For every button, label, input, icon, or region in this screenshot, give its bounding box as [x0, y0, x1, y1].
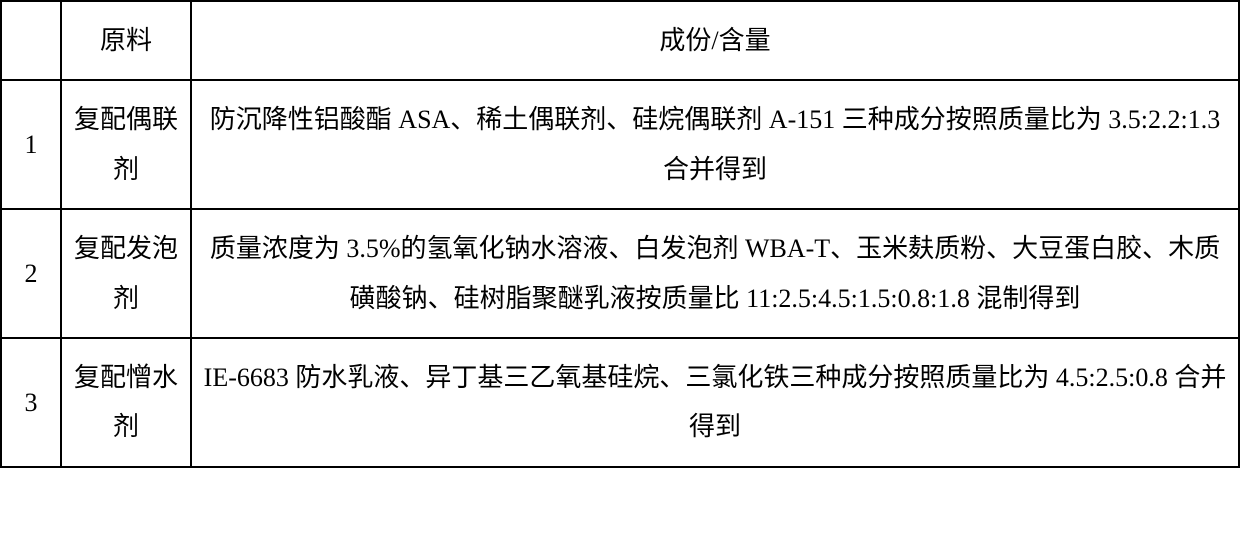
header-num: [1, 1, 61, 80]
header-material: 原料: [61, 1, 191, 80]
cell-content: 防沉降性铝酸酯 ASA、稀土偶联剂、硅烷偶联剂 A-151 三种成分按照质量比为…: [191, 80, 1239, 209]
cell-num: 1: [1, 80, 61, 209]
header-content: 成份/含量: [191, 1, 1239, 80]
cell-material: 复配憎水剂: [61, 338, 191, 467]
table-row: 1 复配偶联剂 防沉降性铝酸酯 ASA、稀土偶联剂、硅烷偶联剂 A-151 三种…: [1, 80, 1239, 209]
materials-table: 原料 成份/含量 1 复配偶联剂 防沉降性铝酸酯 ASA、稀土偶联剂、硅烷偶联剂…: [0, 0, 1240, 468]
table-row: 3 复配憎水剂 IE-6683 防水乳液、异丁基三乙氧基硅烷、三氯化铁三种成分按…: [1, 338, 1239, 467]
table-row: 2 复配发泡剂 质量浓度为 3.5%的氢氧化钠水溶液、白发泡剂 WBA-T、玉米…: [1, 209, 1239, 338]
cell-content: IE-6683 防水乳液、异丁基三乙氧基硅烷、三氯化铁三种成分按照质量比为 4.…: [191, 338, 1239, 467]
table-header-row: 原料 成份/含量: [1, 1, 1239, 80]
cell-num: 2: [1, 209, 61, 338]
cell-content: 质量浓度为 3.5%的氢氧化钠水溶液、白发泡剂 WBA-T、玉米麸质粉、大豆蛋白…: [191, 209, 1239, 338]
cell-num: 3: [1, 338, 61, 467]
cell-material: 复配发泡剂: [61, 209, 191, 338]
cell-material: 复配偶联剂: [61, 80, 191, 209]
